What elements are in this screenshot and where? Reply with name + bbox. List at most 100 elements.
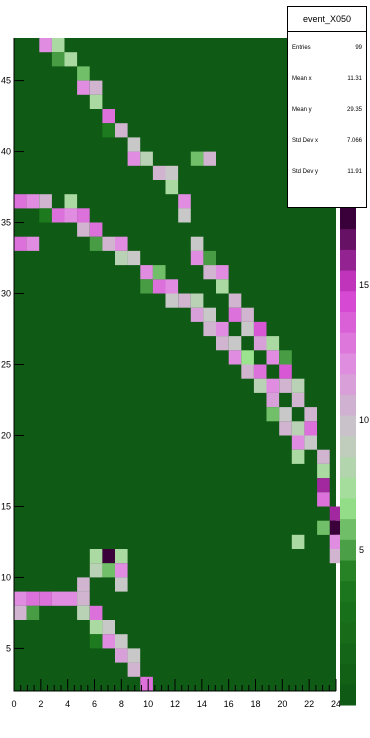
heatmap-cell xyxy=(127,151,141,166)
palette-swatch xyxy=(340,539,356,561)
heatmap-cell xyxy=(64,591,78,606)
heatmap-cell xyxy=(178,194,191,209)
heatmap-cell xyxy=(266,407,280,422)
heatmap-cell xyxy=(102,634,115,649)
heatmap-cell xyxy=(228,336,242,351)
heatmap-cell xyxy=(39,194,52,209)
heatmap-cell xyxy=(291,534,305,549)
heatmap-cell xyxy=(89,605,103,620)
heatmap-cells xyxy=(14,38,343,691)
heatmap-cell xyxy=(190,293,204,308)
heatmap-cell xyxy=(89,94,103,109)
heatmap-cell xyxy=(127,648,141,663)
x-tick-label: 10 xyxy=(143,699,153,709)
heatmap-cell xyxy=(77,80,90,95)
palette-tick-label: 10 xyxy=(359,415,369,425)
heatmap-cell xyxy=(51,208,65,223)
palette-swatch xyxy=(340,332,356,354)
heatmap-cell xyxy=(77,591,90,606)
palette-swatch xyxy=(340,601,356,623)
palette-swatch xyxy=(340,560,356,582)
heatmap-cell xyxy=(291,378,305,393)
heatmap-cell xyxy=(14,605,27,620)
palette-swatch xyxy=(340,373,356,395)
heatmap-cell xyxy=(216,336,229,351)
heatmap-cell xyxy=(102,109,115,124)
heatmap-cell xyxy=(26,236,40,251)
heatmap-cell xyxy=(190,151,204,166)
heatmap-cell xyxy=(64,194,78,209)
heatmap-cell xyxy=(26,194,40,209)
heatmap-cell xyxy=(64,208,78,223)
stats-row-entries: Entries 99 xyxy=(292,44,362,51)
heatmap-cell xyxy=(51,38,65,53)
x-tick-label: 6 xyxy=(92,699,97,709)
palette-swatch xyxy=(340,353,356,375)
heatmap-cell xyxy=(279,378,292,393)
heatmap-cell xyxy=(317,478,330,493)
stats-row-stddev-y: Std Dev y 11.91 xyxy=(292,168,362,175)
heatmap-cell xyxy=(165,180,179,195)
y-tick-label: 30 xyxy=(1,289,11,299)
heatmap-cell xyxy=(178,293,191,308)
heatmap-cell xyxy=(253,336,267,351)
stats-row-stddev-x: Std Dev x 7.066 xyxy=(292,137,362,144)
heatmap-cell xyxy=(115,563,128,578)
heatmap-cell xyxy=(329,506,343,521)
heatmap-cell xyxy=(178,208,191,223)
y-tick-label: 5 xyxy=(6,643,11,653)
heatmap-cell xyxy=(89,634,103,649)
stats-row-mean-x: Mean x 11.31 xyxy=(292,75,362,82)
heatmap-cell xyxy=(241,350,254,365)
heatmap-cell xyxy=(304,421,317,436)
heatmap-cell xyxy=(317,449,330,464)
heatmap-cell xyxy=(317,492,330,507)
palette-swatch xyxy=(340,663,356,685)
x-tick-label: 22 xyxy=(304,699,314,709)
heatmap-cell xyxy=(89,222,103,237)
heatmap-cell xyxy=(253,364,267,379)
heatmap-cell xyxy=(14,236,27,251)
heatmap-cell xyxy=(39,38,52,53)
heatmap-cell xyxy=(304,435,317,450)
heatmap-cell xyxy=(77,66,90,81)
heatmap-cell xyxy=(266,336,280,351)
palette-swatch xyxy=(340,311,356,333)
heatmap-cell xyxy=(216,265,229,280)
heatmap-cell xyxy=(115,634,128,649)
heatmap-cell xyxy=(115,236,128,251)
palette-swatch xyxy=(340,394,356,416)
heatmap-cell xyxy=(140,265,153,280)
heatmap-cell xyxy=(253,378,267,393)
heatmap-cell xyxy=(127,137,141,152)
heatmap-cell xyxy=(203,321,216,337)
heatmap-cell xyxy=(291,449,305,464)
palette-swatch xyxy=(340,580,356,602)
heatmap-cell xyxy=(14,591,27,606)
palette-swatch xyxy=(340,497,356,520)
heatmap-cell xyxy=(241,321,254,337)
palette-swatch xyxy=(340,249,356,271)
heatmap-cell xyxy=(253,321,267,337)
stats-title: event_X050 xyxy=(288,7,366,32)
heatmap-cell xyxy=(77,605,90,620)
heatmap-cell xyxy=(165,293,179,308)
heatmap-cell xyxy=(190,236,204,251)
heatmap-cell xyxy=(89,549,103,564)
palette-swatch xyxy=(340,208,356,230)
heatmap-cell xyxy=(304,407,317,422)
heatmap-cell xyxy=(279,350,292,365)
heatmap-cell xyxy=(152,279,166,294)
heatmap-cell xyxy=(115,123,128,138)
palette-swatch xyxy=(340,415,356,437)
heatmap-cell xyxy=(140,279,153,294)
heatmap-cell xyxy=(228,350,242,365)
heatmap-cell xyxy=(102,549,115,564)
heatmap-cell xyxy=(190,307,204,322)
heatmap-cell xyxy=(26,605,40,620)
heatmap-cell xyxy=(77,208,90,223)
palette-swatch xyxy=(340,270,356,292)
